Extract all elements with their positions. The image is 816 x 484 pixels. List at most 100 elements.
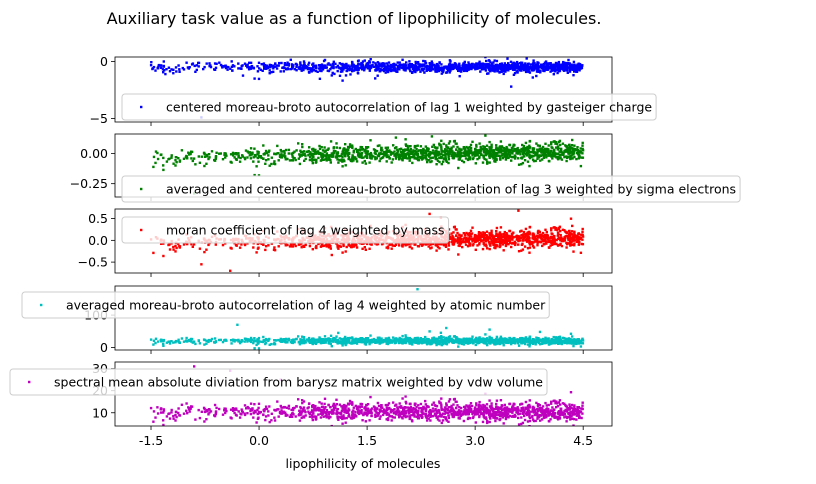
data-point	[558, 227, 560, 229]
data-point	[374, 77, 376, 79]
data-point	[547, 241, 549, 243]
data-point	[185, 337, 187, 339]
data-point	[333, 146, 335, 148]
data-point	[578, 241, 580, 243]
legend-2: averaged and centered moreau-broto autoc…	[122, 176, 740, 202]
data-point	[321, 245, 323, 247]
data-point	[501, 145, 503, 147]
data-point	[568, 233, 570, 235]
data-point	[445, 158, 447, 160]
data-point	[496, 336, 498, 338]
data-point	[341, 160, 343, 162]
data-point	[486, 145, 488, 147]
data-point	[276, 152, 278, 154]
data-point	[468, 150, 470, 152]
data-point	[520, 250, 522, 252]
data-point	[483, 243, 485, 245]
data-point	[520, 69, 522, 71]
data-point	[292, 245, 294, 247]
data-point	[383, 151, 385, 153]
data-point	[582, 235, 584, 237]
data-point	[425, 155, 427, 157]
data-point	[266, 65, 268, 67]
data-point	[368, 161, 370, 163]
data-point	[262, 144, 264, 146]
data-point	[520, 163, 522, 165]
data-point	[192, 246, 194, 248]
data-point	[386, 246, 388, 248]
data-point	[478, 142, 480, 144]
data-point	[370, 58, 372, 60]
data-point	[543, 155, 545, 157]
data-point	[203, 152, 205, 154]
data-point	[404, 66, 406, 68]
data-point	[581, 239, 583, 241]
data-point	[490, 234, 492, 236]
data-point	[301, 146, 303, 148]
data-point	[482, 155, 484, 157]
data-point	[435, 249, 437, 251]
data-point	[344, 143, 346, 145]
data-point	[308, 62, 310, 64]
data-point	[298, 244, 300, 246]
data-point	[338, 67, 340, 69]
data-point	[540, 237, 542, 239]
y-tick-label: 0.5	[88, 211, 108, 226]
data-point	[272, 65, 274, 67]
data-point	[315, 247, 317, 249]
data-point	[178, 68, 180, 70]
data-point	[464, 153, 466, 155]
data-point	[388, 156, 390, 158]
data-point	[387, 147, 389, 149]
data-point	[309, 245, 311, 247]
data-point	[324, 155, 326, 157]
data-point	[365, 162, 367, 164]
data-point	[300, 151, 302, 153]
data-point	[417, 66, 419, 68]
data-point	[154, 342, 156, 344]
data-point	[430, 67, 432, 69]
data-point	[278, 245, 280, 247]
data-point	[388, 149, 390, 151]
data-point	[301, 342, 303, 344]
data-point	[194, 163, 196, 165]
data-point	[495, 148, 497, 150]
data-point	[529, 140, 531, 142]
data-point	[237, 156, 239, 158]
data-point	[485, 69, 487, 71]
y-tick-label: 0.0	[88, 233, 108, 248]
data-point	[298, 153, 300, 155]
data-point	[430, 160, 432, 162]
data-point	[476, 154, 478, 156]
data-point	[215, 152, 217, 154]
data-point	[153, 156, 155, 158]
data-point	[455, 228, 457, 230]
data-point	[562, 240, 564, 242]
data-point	[274, 62, 276, 64]
data-point	[516, 70, 518, 72]
data-point	[320, 155, 322, 157]
data-point	[222, 341, 224, 343]
data-point	[539, 159, 541, 161]
data-point	[152, 343, 154, 345]
legend-marker	[140, 188, 142, 190]
data-point	[220, 152, 222, 154]
data-point	[393, 154, 395, 156]
data-point	[448, 142, 450, 144]
data-point	[550, 150, 552, 152]
data-point	[150, 338, 152, 340]
data-point	[527, 63, 529, 65]
data-point	[547, 155, 549, 157]
data-point	[437, 151, 439, 153]
data-point	[499, 156, 501, 158]
data-point	[233, 65, 235, 67]
data-point	[175, 161, 177, 163]
data-point	[332, 63, 334, 65]
data-point	[474, 241, 476, 243]
data-point	[460, 149, 462, 151]
data-point	[462, 67, 464, 69]
data-point	[557, 234, 559, 236]
data-point	[283, 67, 285, 69]
data-point	[267, 244, 269, 246]
data-point	[562, 154, 564, 156]
